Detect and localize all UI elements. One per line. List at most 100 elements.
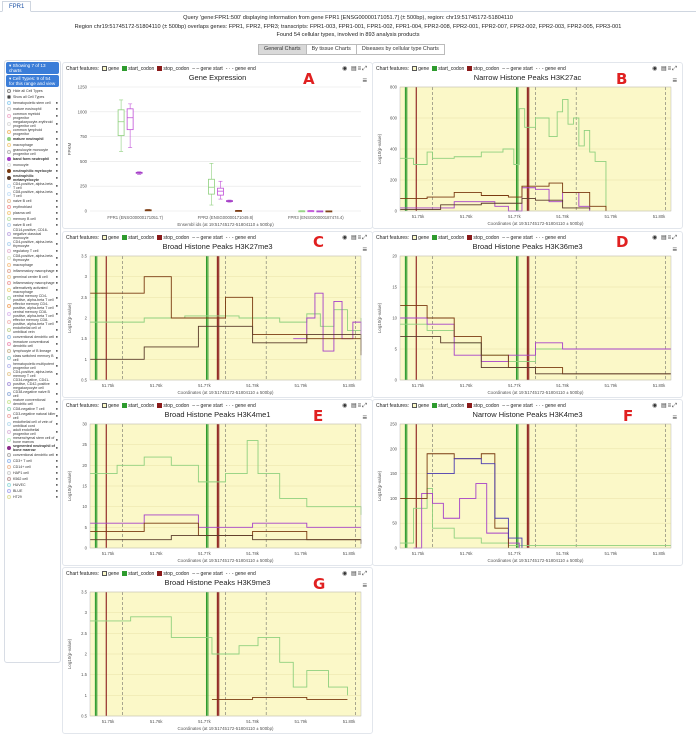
celltype-item[interactable]: CD4-positive, alpha-beta thymocyte ● — [5, 240, 60, 248]
by-tissue-charts-button[interactable]: By tissue Charts — [305, 44, 357, 55]
start-codon-legend[interactable]: start_codon — [122, 571, 154, 577]
eye-icon[interactable]: ◉ — [652, 66, 659, 72]
celltype-item[interactable]: adult endothelial progenitor cell ● — [5, 428, 60, 436]
gene-start-legend[interactable]: – – gene start — [192, 66, 223, 72]
list-icon[interactable]: ≡ — [357, 66, 363, 72]
celltype-item[interactable]: CD8-negative T cell ● — [5, 406, 60, 412]
eye-icon[interactable]: ● — [55, 142, 58, 147]
stop-codon-legend[interactable]: stop_codon — [157, 571, 189, 577]
eye-icon[interactable]: ● — [55, 421, 58, 426]
celltype-item[interactable]: central memory CD8-positive, alpha-beta … — [5, 310, 60, 318]
celltype-item[interactable]: mesenchymal stem cell of bone marrow ● — [5, 436, 60, 444]
list-icon[interactable]: ≡ — [667, 66, 673, 72]
celltype-item[interactable]: plasma cell ● — [5, 210, 60, 216]
celltype-item[interactable]: CD4-positive, alpha-beta memory T cell ● — [5, 370, 60, 378]
start-codon-legend[interactable]: start_codon — [432, 403, 464, 409]
stop-codon-legend[interactable]: stop_codon — [157, 235, 189, 241]
eye-icon[interactable]: ● — [55, 210, 58, 215]
celltype-item[interactable]: CD14-positive, CD16-negative classical m… — [5, 228, 60, 240]
eye-icon[interactable]: ● — [55, 274, 58, 279]
eye-icon[interactable]: ● — [55, 452, 58, 457]
eye-icon[interactable]: ● — [55, 183, 58, 188]
celltype-item[interactable]: immature conventional dendritic cell ● — [5, 340, 60, 348]
chart-toolbar[interactable]: ◉ ▤≡⤢ — [342, 402, 368, 410]
eye-icon[interactable]: ● — [55, 303, 58, 308]
celltype-item[interactable]: HUVEC ● — [5, 482, 60, 488]
celltype-item[interactable]: hematopoietic stem cell ● — [5, 100, 60, 106]
celltype-item[interactable]: regulatory T cell ● — [5, 248, 60, 254]
celltype-item[interactable]: BLUE ● — [5, 488, 60, 494]
eye-icon[interactable]: ● — [55, 311, 58, 316]
celltypes-count-header[interactable]: ▾ Cell Types: 9 of 54 for this range and… — [6, 75, 59, 87]
eye-icon[interactable]: ● — [55, 371, 58, 376]
eye-icon[interactable]: ● — [55, 341, 58, 346]
chart-menu-icon[interactable]: ≡ — [672, 76, 677, 85]
expand-icon[interactable]: ⤢ — [362, 66, 368, 72]
chart-menu-icon[interactable]: ≡ — [362, 413, 367, 422]
table-icon[interactable]: ▤ — [351, 403, 358, 409]
chart-menu-icon[interactable]: ≡ — [362, 245, 367, 254]
celltype-item[interactable]: CD38-negative naive B cell ● — [5, 390, 60, 398]
celltype-item[interactable]: conventional dendritic cell ● — [5, 334, 60, 340]
celltype-item[interactable]: neutrophilic metamyelocyte ● — [5, 174, 60, 182]
celltype-item[interactable]: CD3+ T cell ● — [5, 458, 60, 464]
celltype-item[interactable]: segmented neutrophil of bone marrow ● — [5, 444, 60, 452]
start-codon-legend[interactable]: start_codon — [432, 235, 464, 241]
celltype-item[interactable]: granulocyte monocyte progenitor cell ● — [5, 148, 60, 156]
charts-count-header[interactable]: ▾ Showing 7 of 13 charts — [6, 62, 59, 74]
eye-icon[interactable]: ● — [55, 262, 58, 267]
celltype-item[interactable]: central memory CD4-positive, alpha-beta … — [5, 294, 60, 302]
celltype-item[interactable]: effector memory CD4-positive, alpha-beta… — [5, 302, 60, 310]
celltype-item[interactable]: erythroblast ● — [5, 204, 60, 210]
table-icon[interactable]: ▤ — [661, 403, 668, 409]
eye-icon[interactable]: ● — [55, 470, 58, 475]
eye-icon[interactable]: ● — [55, 464, 58, 469]
expand-icon[interactable]: ⤢ — [672, 66, 678, 72]
celltype-item[interactable]: monocyte ● — [5, 162, 60, 168]
gene-start-legend[interactable]: – – gene start — [502, 403, 533, 409]
eye-icon[interactable]: ◉ — [342, 66, 349, 72]
expand-icon[interactable]: ⤢ — [672, 235, 678, 241]
list-icon[interactable]: ≡ — [357, 235, 363, 241]
celltype-item[interactable]: HAP1 cell ● — [5, 470, 60, 476]
eye-icon[interactable]: ● — [55, 429, 58, 434]
gene-legend[interactable]: gene — [102, 571, 119, 577]
table-icon[interactable]: ▤ — [351, 235, 358, 241]
eye-icon[interactable]: ● — [55, 287, 58, 292]
celltype-item[interactable]: endothelial cell of vein of umbilical co… — [5, 420, 60, 428]
chart-menu-icon[interactable]: ≡ — [672, 413, 677, 422]
eye-icon[interactable]: ● — [55, 334, 58, 339]
list-icon[interactable]: ≡ — [667, 235, 673, 241]
celltype-item[interactable]: K562 cell ● — [5, 476, 60, 482]
eye-icon[interactable]: ● — [55, 413, 58, 418]
list-icon[interactable]: ≡ — [357, 403, 363, 409]
chart-toolbar[interactable]: ◉ ▤≡⤢ — [652, 234, 678, 242]
hide-all-celltypes[interactable]: Hide all Cell Types — [5, 88, 60, 94]
celltype-item[interactable]: common lymphoid progenitor ● — [5, 128, 60, 136]
tab-fpr1[interactable]: FPR1 — [2, 1, 32, 12]
gene-end-legend[interactable]: - · - gene end — [225, 403, 256, 409]
eye-icon[interactable]: ● — [55, 355, 58, 360]
gene-end-legend[interactable]: - · - gene end — [225, 66, 256, 72]
eye-icon[interactable]: ◉ — [342, 403, 349, 409]
eye-icon[interactable]: ● — [55, 198, 58, 203]
eye-icon[interactable]: ● — [55, 399, 58, 404]
celltype-item[interactable]: CD34-negative, CD41-positive, CD42-posit… — [5, 378, 60, 390]
eye-icon[interactable]: ● — [55, 381, 58, 386]
gene-start-legend[interactable]: – – gene start — [502, 235, 533, 241]
eye-icon[interactable]: ● — [55, 406, 58, 411]
table-icon[interactable]: ▤ — [351, 571, 358, 577]
eye-icon[interactable]: ● — [55, 488, 58, 493]
celltype-item[interactable]: naive B cell ● — [5, 198, 60, 204]
celltype-item[interactable]: inflammatory macrophage ● — [5, 280, 60, 286]
start-codon-legend[interactable]: start_codon — [432, 66, 464, 72]
eye-icon[interactable]: ● — [55, 295, 58, 300]
table-icon[interactable]: ▤ — [661, 66, 668, 72]
table-icon[interactable]: ▤ — [351, 66, 358, 72]
chart-toolbar[interactable]: ◉ ▤≡⤢ — [342, 65, 368, 73]
celltype-item[interactable]: CD4-positive, alpha-beta T cell ● — [5, 182, 60, 190]
eye-icon[interactable]: ● — [55, 231, 58, 236]
eye-icon[interactable]: ● — [55, 113, 58, 118]
eye-icon[interactable]: ● — [55, 348, 58, 353]
celltype-item[interactable]: naive B cell ● — [5, 222, 60, 228]
